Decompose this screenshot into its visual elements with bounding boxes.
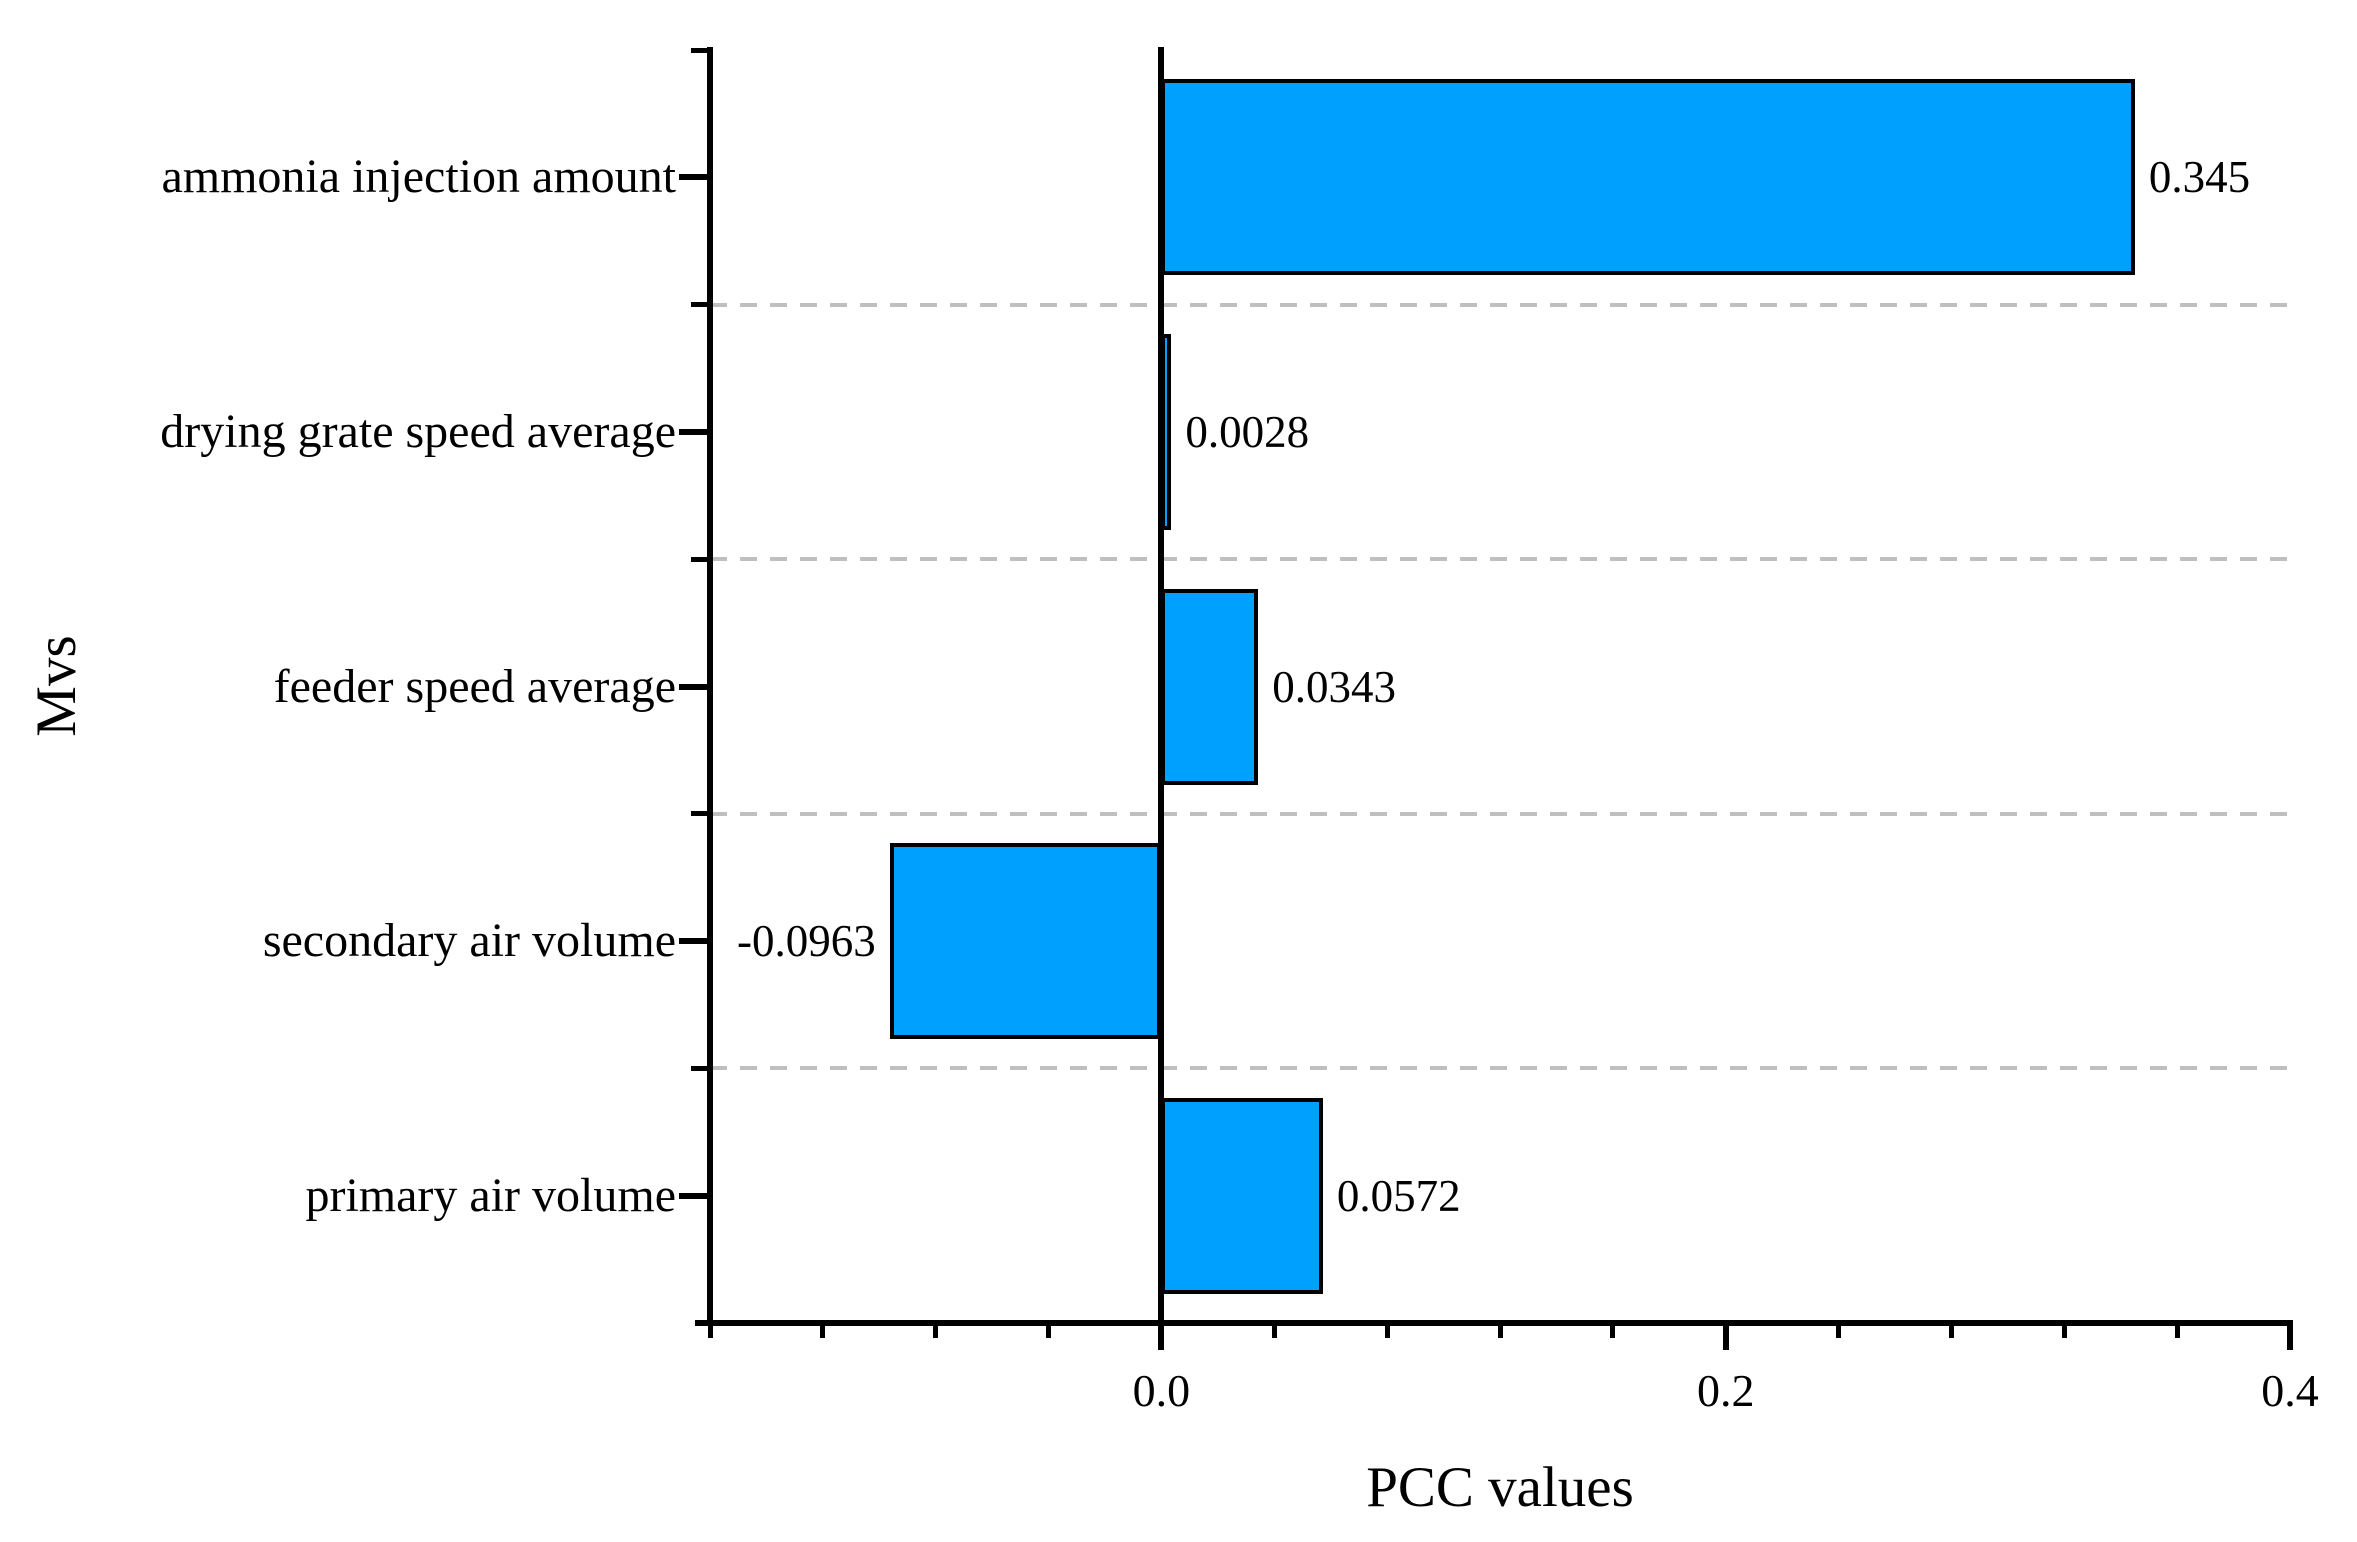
y-major-tick xyxy=(679,938,707,945)
value-label-drying-grate-speed-average: 0.0028 xyxy=(1185,406,1310,457)
row-gridline xyxy=(710,557,2290,562)
y-major-tick xyxy=(679,428,707,435)
value-label-feeder-speed-average: 0.0343 xyxy=(1272,661,1396,712)
x-minor-tick xyxy=(1384,1326,1390,1338)
x-tick-label: 0.0 xyxy=(1132,1365,1191,1416)
row-gridline xyxy=(710,811,2290,816)
y-minor-tick xyxy=(691,302,707,308)
y-minor-tick xyxy=(691,1065,707,1071)
y-axis-title: Mvs xyxy=(25,635,88,737)
x-minor-tick xyxy=(2061,1326,2067,1338)
bar-ammonia-injection-amount xyxy=(1161,79,2135,276)
y-axis-spine xyxy=(707,47,713,1326)
value-label-ammonia-injection-amount: 0.345 xyxy=(2148,152,2251,203)
bar-feeder-speed-average xyxy=(1161,588,1259,785)
x-minor-tick xyxy=(2174,1326,2180,1338)
bar-drying-grate-speed-average xyxy=(1161,333,1172,530)
x-minor-tick xyxy=(1046,1326,1052,1338)
row-gridline xyxy=(710,1066,2290,1071)
bar-primary-air-volume xyxy=(1161,1097,1323,1294)
x-minor-tick xyxy=(1271,1326,1277,1338)
row-gridline xyxy=(710,302,2290,307)
y-major-tick xyxy=(679,1192,707,1199)
value-label-primary-air-volume: 0.0572 xyxy=(1336,1170,1461,1221)
x-minor-tick xyxy=(1948,1326,1954,1338)
x-minor-tick xyxy=(1610,1326,1616,1338)
category-label-feeder-speed-average: feeder speed average xyxy=(273,659,676,713)
y-minor-tick xyxy=(691,556,707,562)
x-major-tick xyxy=(1158,1326,1165,1350)
x-minor-tick xyxy=(933,1326,939,1338)
x-minor-tick xyxy=(1497,1326,1503,1338)
category-label-secondary-air-volume: secondary air volume xyxy=(262,914,676,968)
x-minor-tick xyxy=(707,1326,713,1338)
category-label-primary-air-volume: primary air volume xyxy=(305,1168,676,1222)
bar-secondary-air-volume xyxy=(889,843,1162,1040)
x-tick-label: 0.2 xyxy=(1696,1365,1755,1416)
category-label-drying-grate-speed-average: drying grate speed average xyxy=(160,404,676,458)
y-minor-tick xyxy=(691,47,707,53)
x-tick-label: 0.4 xyxy=(2261,1365,2319,1416)
x-major-tick xyxy=(1722,1326,1729,1350)
x-major-tick xyxy=(2287,1326,2293,1350)
x-minor-tick xyxy=(1836,1326,1842,1338)
value-label-secondary-air-volume: -0.0963 xyxy=(736,916,876,967)
y-major-tick xyxy=(679,683,707,690)
y-major-tick xyxy=(679,174,707,181)
y-minor-tick xyxy=(691,811,707,817)
x-axis-title: PCC values xyxy=(1366,1456,1634,1519)
x-minor-tick xyxy=(820,1326,826,1338)
x-axis-spine xyxy=(695,1320,2293,1326)
category-label-ammonia-injection-amount: ammonia injection amount xyxy=(161,150,676,204)
